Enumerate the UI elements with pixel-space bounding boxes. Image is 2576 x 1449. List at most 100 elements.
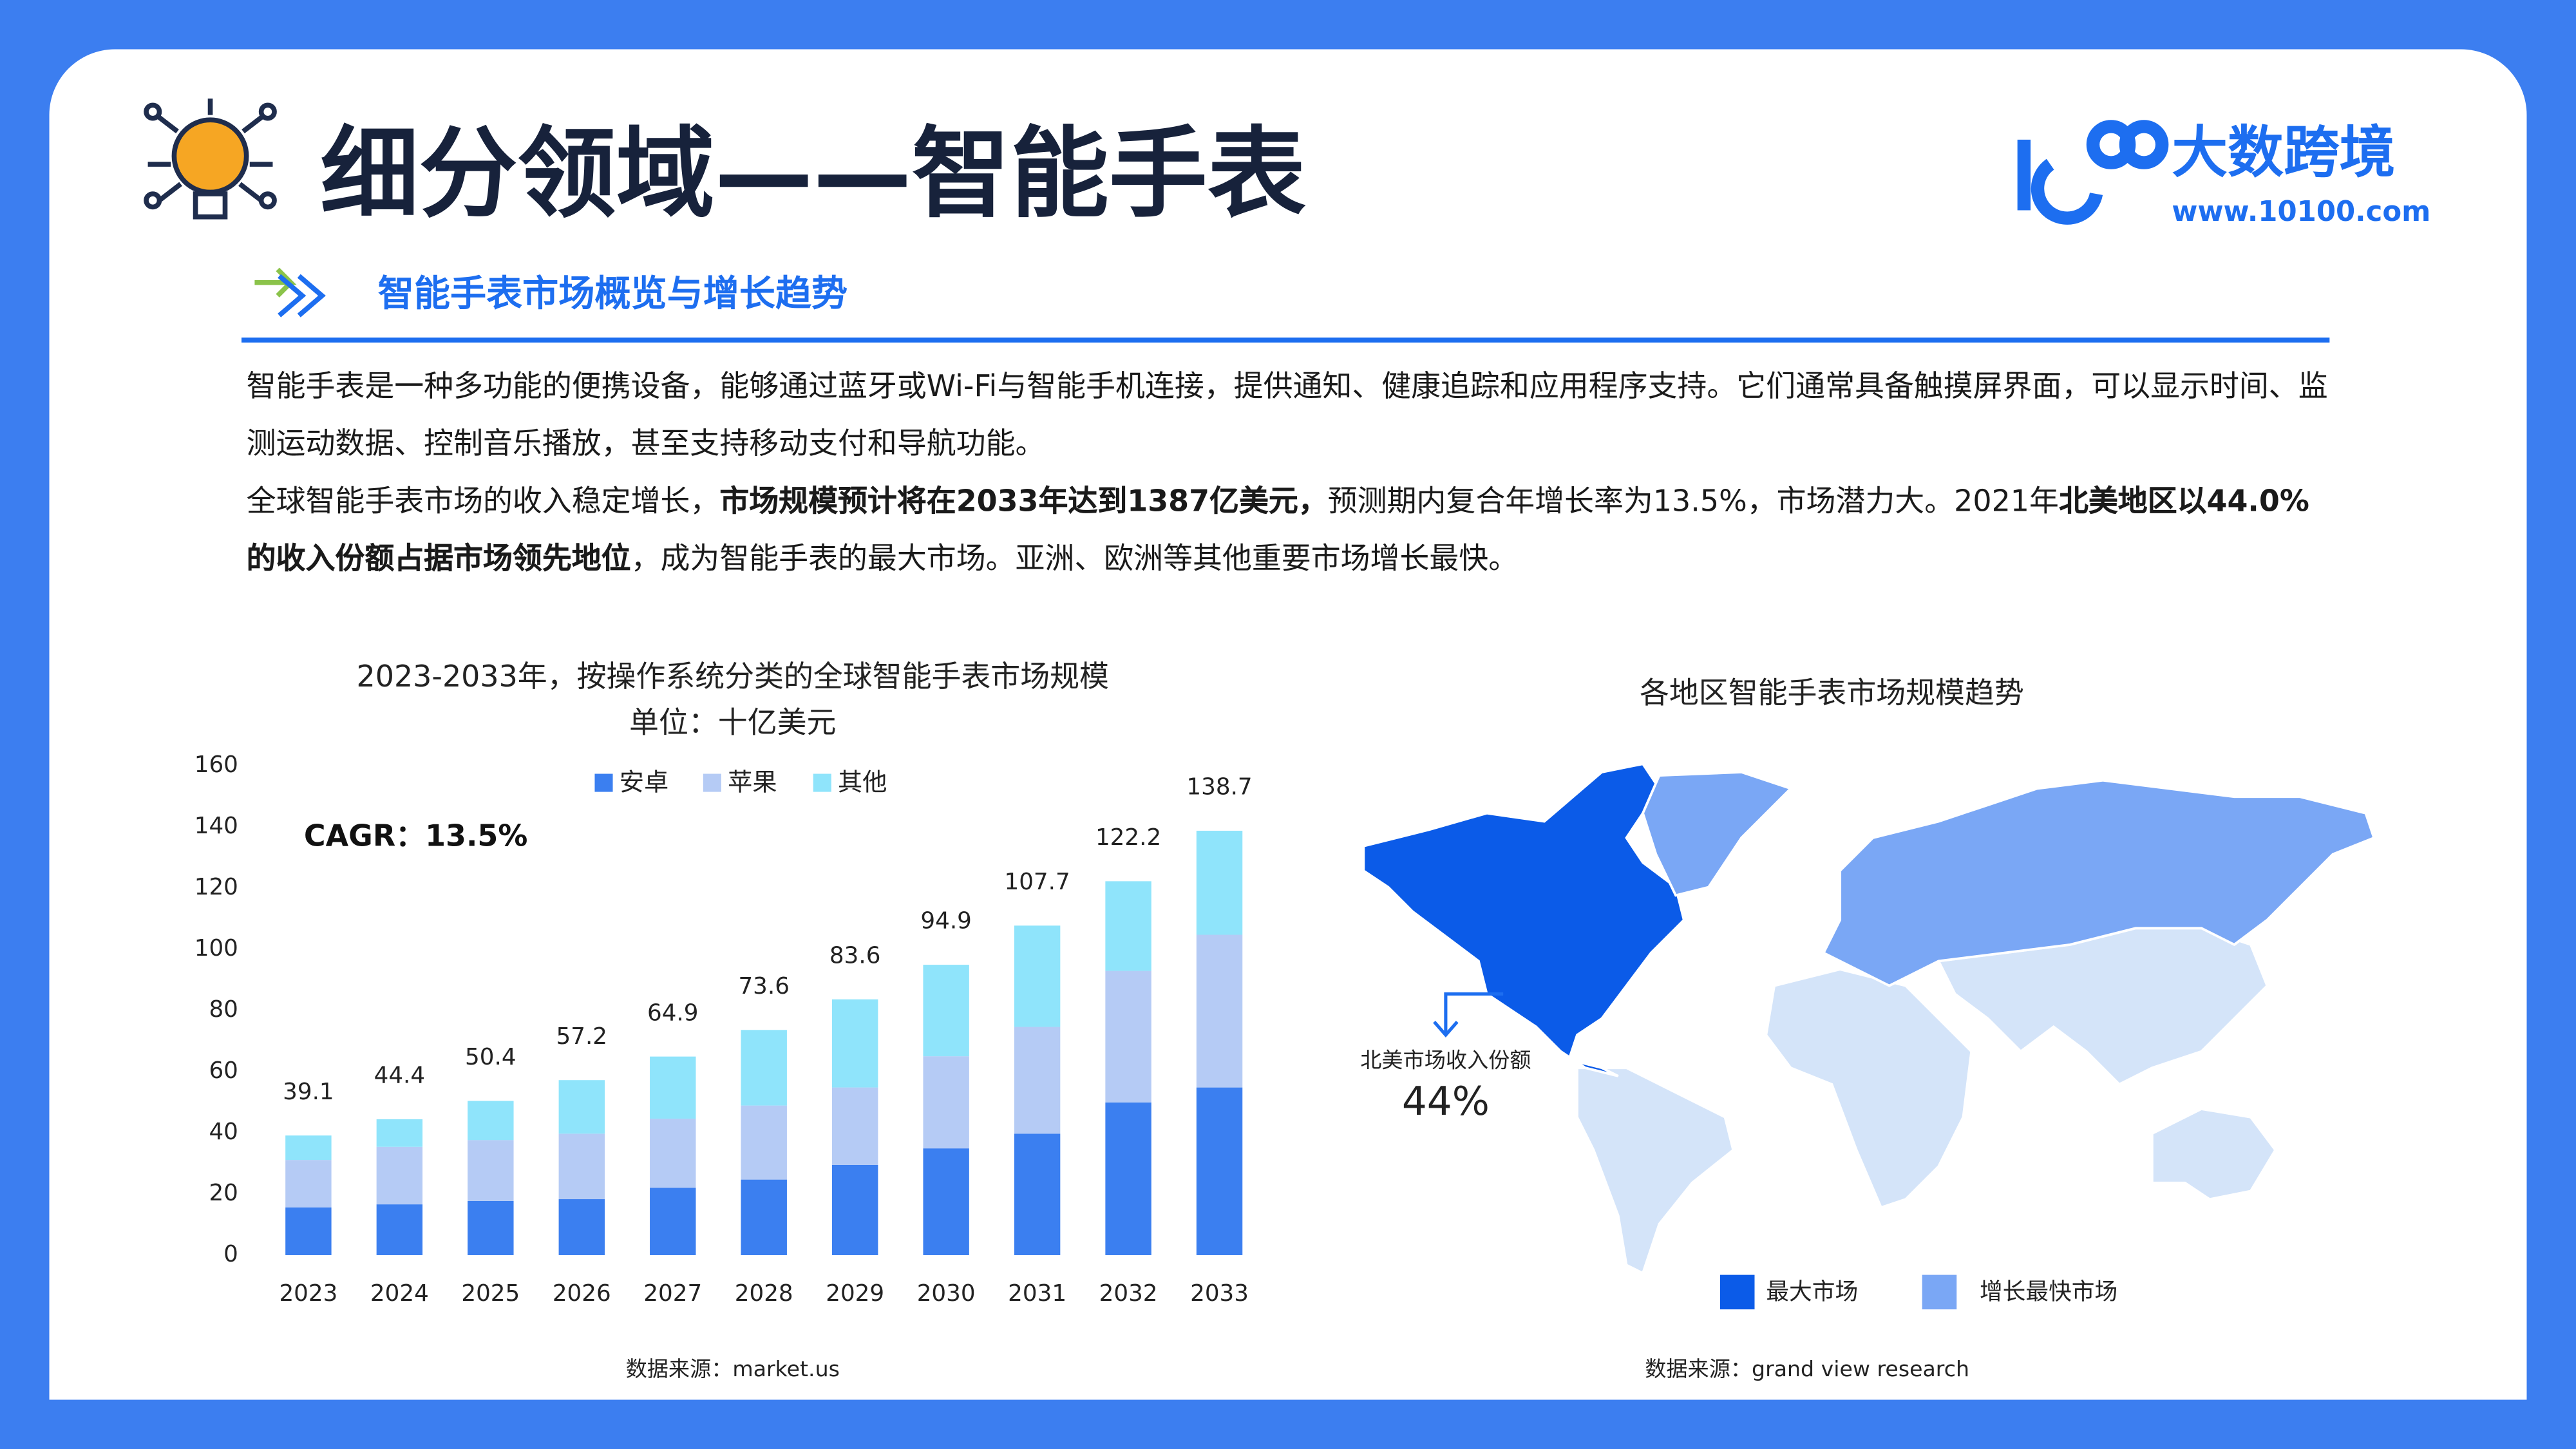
total-label: 83.6 — [829, 942, 881, 969]
bar-segment — [923, 1148, 969, 1255]
bar-segment — [650, 1056, 696, 1119]
chart-subtitle: 单位：十亿美元 — [629, 705, 836, 739]
bold-run: 北美地区以44.0%的收入份额占据市场领先地位 — [246, 484, 2309, 577]
map-pointer — [1433, 992, 1504, 1038]
bar-segment — [650, 1188, 696, 1255]
page-title: 细分领域——智能手表 — [320, 117, 1305, 232]
y-tick-label: 140 — [194, 813, 238, 839]
bulb-icon — [144, 99, 277, 220]
bar-segment — [1105, 971, 1151, 1103]
map-annotation: 北美市场收入份额 — [1360, 1047, 1531, 1072]
north-america — [1362, 762, 1685, 1077]
bar-segment — [1014, 925, 1061, 1027]
world-map — [1362, 762, 2376, 1275]
x-tick-label: 2024 — [370, 1280, 429, 1307]
y-tick-label: 100 — [194, 935, 238, 961]
south-america — [1576, 1066, 1735, 1275]
map-source: 数据来源：grand view research — [1645, 1356, 1969, 1381]
y-tick-label: 20 — [209, 1180, 238, 1206]
bar-segment — [376, 1204, 423, 1255]
total-label: 107.7 — [1005, 869, 1070, 895]
bar-segment — [468, 1200, 514, 1255]
bar-segment — [468, 1140, 514, 1201]
y-tick-label: 60 — [209, 1057, 238, 1084]
legend-swatch — [703, 773, 721, 792]
bar-segment — [1014, 1027, 1061, 1134]
legend-label: 最大市场 — [1766, 1279, 1858, 1305]
total-label: 57.2 — [556, 1023, 608, 1050]
panel — [49, 49, 2527, 1400]
legend-label: 增长最快市场 — [1980, 1279, 2117, 1305]
x-tick-label: 2033 — [1190, 1280, 1249, 1307]
bar-segment — [741, 1030, 787, 1106]
bar-segment — [650, 1119, 696, 1188]
total-label: 39.1 — [283, 1079, 334, 1105]
logo-mark — [2017, 120, 2169, 225]
total-label: 73.6 — [738, 973, 790, 999]
brand-url: www.10100.com — [2172, 196, 2430, 228]
total-label: 122.2 — [1095, 824, 1161, 851]
europe-russia — [1822, 779, 2376, 987]
bar-segment — [831, 1087, 878, 1165]
bar-segment — [1105, 1102, 1151, 1255]
bar-segment — [558, 1199, 605, 1255]
y-tick-label: 120 — [194, 874, 238, 900]
y-tick-label: 40 — [209, 1119, 238, 1145]
legend-swatch — [813, 773, 831, 792]
bar-segment — [741, 1179, 787, 1255]
legend-label: 其他 — [838, 768, 887, 797]
section-title: 智能手表市场概览与增长趋势 — [378, 273, 848, 315]
x-tick-label: 2029 — [826, 1280, 884, 1307]
text-run: 预测期内复合年增长率为13.5%，市场潜力大。2021年 — [1327, 484, 2059, 520]
total-label: 44.4 — [374, 1063, 426, 1089]
bar-segment — [285, 1160, 332, 1208]
paragraph: 全球智能手表市场的收入稳定增长，市场规模预计将在2033年达到1387亿美元，预… — [247, 473, 2336, 589]
chart-title: 2023-2033年，按操作系统分类的全球智能手表市场规模 — [357, 659, 1109, 694]
bar-segment — [558, 1133, 605, 1200]
x-tick-label: 2026 — [553, 1280, 611, 1307]
bar-segment — [376, 1146, 423, 1205]
brand-name: 大数跨境 — [2172, 120, 2395, 185]
bar-segment — [1105, 881, 1151, 971]
legend-swatch — [594, 773, 613, 792]
legend-swatch — [1922, 1274, 1957, 1310]
total-label: 50.4 — [465, 1044, 516, 1070]
text-run: 全球智能手表市场的收入稳定增长， — [246, 484, 720, 520]
chart-source: 数据来源：market.us — [626, 1356, 840, 1381]
body-text: 智能手表是一种多功能的便携设备，能够通过蓝牙或Wi-Fi与智能手机连接，提供通知… — [247, 358, 2336, 588]
bar-segment — [923, 965, 969, 1057]
legend-swatch — [1719, 1274, 1755, 1310]
bar-segment — [558, 1080, 605, 1134]
x-tick-label: 2023 — [279, 1280, 337, 1307]
arrow-icon — [254, 267, 326, 317]
bar-segment — [831, 999, 878, 1088]
y-tick-label: 0 — [223, 1241, 238, 1267]
map-share: 44% — [1402, 1079, 1490, 1124]
bar-segment — [1196, 830, 1243, 935]
x-tick-label: 2030 — [917, 1280, 976, 1307]
legend-label: 安卓 — [620, 768, 668, 797]
bold-run: 市场规模预计将在2033年达到1387亿美元， — [719, 484, 1328, 520]
greenland — [1641, 771, 1794, 897]
australia — [2150, 1107, 2277, 1201]
bar-segment — [285, 1135, 332, 1160]
x-tick-label: 2028 — [735, 1280, 793, 1307]
bar-segment — [1014, 1133, 1061, 1255]
africa — [1765, 968, 1973, 1209]
cagr-annotation: CAGR：13.5% — [304, 819, 527, 853]
x-tick-label: 2025 — [461, 1280, 520, 1307]
bar-segment — [741, 1105, 787, 1180]
bar-segment — [285, 1207, 332, 1255]
paragraph: 智能手表是一种多功能的便携设备，能够通过蓝牙或Wi-Fi与智能手机连接，提供通知… — [247, 358, 2336, 473]
bar-segment — [376, 1119, 423, 1147]
x-tick-label: 2032 — [1099, 1280, 1158, 1307]
bar-segment — [831, 1164, 878, 1255]
total-label: 64.9 — [647, 999, 699, 1026]
y-tick-label: 80 — [209, 996, 238, 1023]
bar-segment — [1196, 1087, 1243, 1255]
text-run: ，成为智能手表的最大市场。亚洲、欧洲等其他重要市场增长最快。 — [630, 542, 1519, 577]
bar-segment — [468, 1101, 514, 1141]
